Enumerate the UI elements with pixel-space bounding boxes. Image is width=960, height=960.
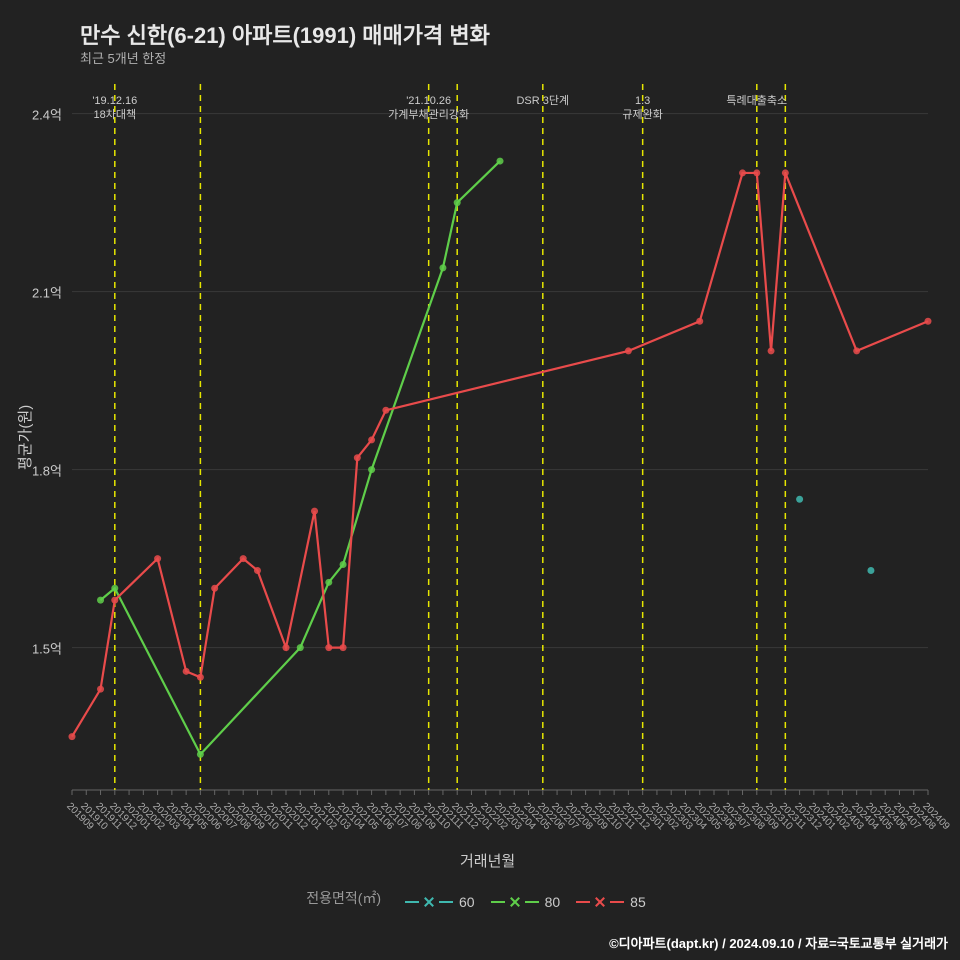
series-point-85 [853,347,860,354]
series-point-85 [254,567,261,574]
series-point-60 [796,496,803,503]
annotation-label: DSR 3단계 [516,94,569,108]
series-point-85 [739,169,746,176]
annotation-label: '21.10.26가계부채관리강화 [388,94,469,123]
series-point-80 [111,585,118,592]
series-point-80 [325,579,332,586]
series-line-85 [72,173,928,737]
legend-item-80: 80 [491,894,561,910]
annotation-label: '19.12.1618차대책 [92,94,137,123]
annotation-label: 1.3규제완화 [622,94,662,123]
series-point-85 [782,169,789,176]
y-tick: 2.4억 [32,104,62,123]
series-point-85 [183,668,190,675]
legend: 전용면적(㎡) 60 80 85 [0,888,960,910]
series-point-60 [867,567,874,574]
series-point-85 [283,644,290,651]
series-point-85 [753,169,760,176]
series-point-85 [340,644,347,651]
legend-title: 전용면적(㎡) [306,890,381,906]
series-point-85 [211,585,218,592]
series-point-85 [382,407,389,414]
legend-item-85: 85 [576,894,646,910]
series-point-85 [69,733,76,740]
y-tick: 1.8억 [32,460,62,479]
series-point-85 [97,686,104,693]
series-point-85 [197,674,204,681]
series-point-80 [197,751,204,758]
series-point-85 [696,318,703,325]
series-point-85 [154,555,161,562]
annotation-label: 특례대출축소 [726,94,787,108]
series-point-85 [768,347,775,354]
series-point-80 [439,264,446,271]
series-point-85 [325,644,332,651]
legend-item-60: 60 [405,894,475,910]
chart-container: { "title": "만수 신한(6-21) 아파트(1991) 매매가격 변… [0,0,960,960]
series-point-85 [240,555,247,562]
series-point-80 [97,597,104,604]
attribution-text: ©디아파트(dapt.kr) / 2024.09.10 / 자료=국토교통부 실… [609,933,948,952]
series-point-80 [497,158,504,165]
y-tick: 1.5억 [32,638,62,657]
series-point-85 [311,508,318,515]
series-point-85 [111,597,118,604]
y-tick: 2.1억 [32,282,62,301]
series-point-85 [925,318,932,325]
series-point-80 [297,644,304,651]
series-point-85 [368,436,375,443]
series-line-80 [101,161,500,754]
series-point-85 [354,454,361,461]
series-point-80 [340,561,347,568]
series-point-80 [368,466,375,473]
series-point-85 [625,347,632,354]
series-point-80 [454,199,461,206]
